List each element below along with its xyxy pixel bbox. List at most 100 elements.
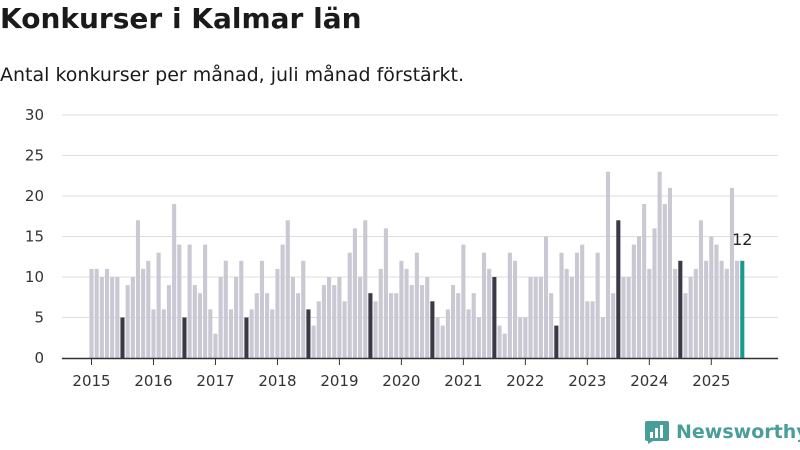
x-tick-label: 2021 bbox=[444, 372, 482, 390]
bar bbox=[683, 293, 688, 358]
bar bbox=[218, 277, 223, 358]
bar bbox=[461, 244, 466, 358]
bar bbox=[492, 277, 497, 358]
x-tick-label: 2019 bbox=[320, 372, 358, 390]
x-tick-label: 2025 bbox=[692, 372, 730, 390]
y-tick-label: 0 bbox=[34, 349, 44, 367]
bar bbox=[735, 260, 740, 358]
bar bbox=[502, 333, 507, 358]
bar bbox=[704, 260, 709, 358]
bar bbox=[631, 244, 636, 358]
x-tick-label: 2018 bbox=[258, 372, 296, 390]
bar bbox=[404, 268, 409, 358]
bar bbox=[259, 260, 264, 358]
bar bbox=[409, 285, 414, 358]
bar bbox=[440, 325, 445, 358]
bar bbox=[678, 260, 683, 358]
bar bbox=[285, 220, 290, 358]
bar bbox=[430, 301, 435, 358]
bar bbox=[549, 293, 554, 358]
bar bbox=[146, 260, 151, 358]
bar bbox=[239, 260, 244, 358]
bar bbox=[135, 220, 141, 358]
bar bbox=[574, 252, 580, 358]
bar bbox=[223, 260, 228, 358]
bar bbox=[451, 285, 456, 358]
bar bbox=[605, 171, 611, 358]
bar bbox=[130, 277, 135, 358]
bar bbox=[337, 277, 342, 358]
bar bbox=[161, 309, 166, 358]
bar bbox=[99, 277, 104, 358]
y-tick-label: 20 bbox=[25, 187, 44, 205]
bar bbox=[89, 268, 94, 358]
bar bbox=[456, 293, 461, 358]
y-tick-label: 30 bbox=[25, 106, 44, 124]
bar bbox=[647, 268, 652, 358]
bar bbox=[327, 277, 332, 358]
bar bbox=[197, 293, 203, 358]
bar bbox=[203, 244, 208, 358]
bar bbox=[533, 277, 538, 358]
bar bbox=[538, 277, 543, 358]
bar bbox=[316, 301, 321, 358]
y-tick-label: 10 bbox=[25, 268, 44, 286]
bar bbox=[280, 244, 285, 358]
bar bbox=[244, 317, 249, 358]
y-tick-label: 25 bbox=[25, 147, 44, 165]
bar bbox=[151, 309, 156, 358]
bar bbox=[636, 236, 642, 358]
chart-title: Konkurser i Kalmar län bbox=[0, 2, 362, 35]
bar bbox=[332, 285, 337, 358]
bar bbox=[471, 293, 476, 358]
bar bbox=[383, 228, 388, 358]
bar bbox=[177, 244, 182, 358]
bar bbox=[559, 252, 564, 358]
bar bbox=[378, 268, 383, 358]
x-tick-label: 2017 bbox=[196, 372, 234, 390]
bar bbox=[481, 252, 487, 358]
bar bbox=[115, 277, 120, 358]
bar bbox=[342, 301, 347, 358]
bar bbox=[528, 277, 533, 358]
bar bbox=[729, 187, 735, 358]
bar bbox=[512, 260, 518, 358]
bar bbox=[507, 252, 512, 358]
newsworthy-logo-icon bbox=[645, 421, 669, 444]
bar bbox=[265, 293, 270, 358]
bar bbox=[358, 277, 363, 358]
bar bbox=[693, 268, 698, 358]
bar bbox=[290, 277, 295, 358]
bar bbox=[724, 268, 729, 358]
bar bbox=[187, 244, 192, 358]
bar bbox=[719, 260, 724, 358]
bar bbox=[172, 204, 177, 358]
bar bbox=[213, 333, 218, 358]
bar bbox=[275, 268, 280, 358]
bar bbox=[518, 317, 523, 358]
bar bbox=[110, 277, 115, 358]
bar bbox=[321, 285, 326, 358]
bar bbox=[554, 325, 559, 358]
bar bbox=[425, 277, 430, 358]
bar bbox=[394, 293, 399, 358]
bar bbox=[363, 220, 368, 358]
x-tick-label: 2015 bbox=[72, 372, 110, 390]
bar bbox=[564, 268, 569, 358]
y-tick-label: 15 bbox=[25, 228, 44, 246]
bar bbox=[166, 285, 172, 358]
bar bbox=[192, 285, 197, 358]
bar bbox=[249, 309, 254, 358]
bar bbox=[208, 309, 213, 358]
bar bbox=[373, 301, 378, 358]
bar bbox=[487, 268, 492, 358]
bar bbox=[466, 309, 471, 358]
bar bbox=[120, 317, 125, 358]
bar bbox=[228, 309, 234, 358]
chart-subtitle: Antal konkurser per månad, juli månad fö… bbox=[0, 64, 465, 86]
x-tick-label: 2023 bbox=[568, 372, 606, 390]
bar bbox=[125, 285, 130, 358]
bar bbox=[156, 252, 161, 358]
bar bbox=[234, 277, 239, 358]
